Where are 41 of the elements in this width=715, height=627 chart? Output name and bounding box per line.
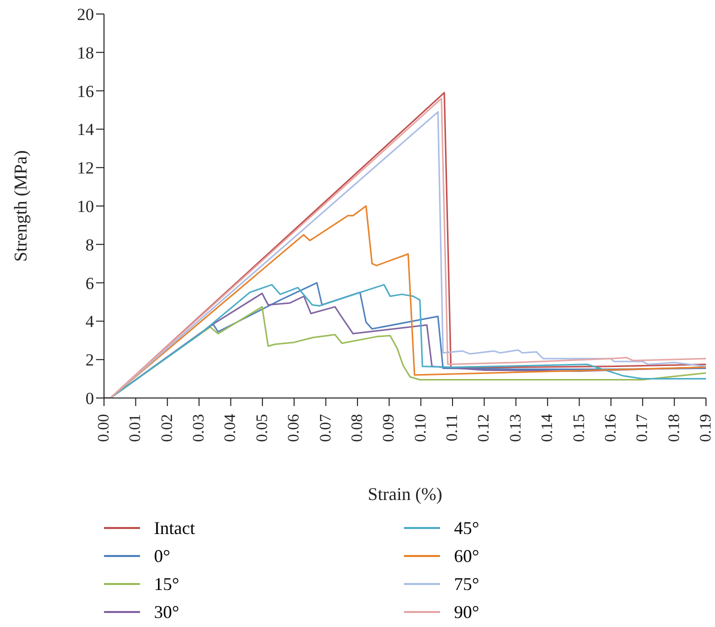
x-tick-label: 0.08: [348, 414, 366, 442]
y-axis-title: Strength (MPa): [10, 150, 30, 262]
y-tick-label: 2: [86, 350, 94, 370]
y-tick-label: 16: [77, 82, 94, 101]
x-tick-label: 0.12: [476, 414, 493, 442]
y-tick-label: 6: [86, 274, 94, 293]
y-tick-label: 14: [77, 120, 94, 140]
legend-label: 0°: [154, 546, 170, 566]
x-tick-label: 0.18: [666, 414, 683, 442]
x-tick-label: 0.14: [539, 414, 556, 442]
legend-label: 90°: [454, 602, 480, 622]
x-tick-label: 0.01: [127, 414, 144, 442]
x-tick-label: 0.02: [158, 414, 176, 442]
legend-label: 75°: [454, 574, 480, 594]
x-tick-label: 0.15: [570, 414, 588, 442]
x-tick-label: 0.11: [444, 414, 462, 442]
x-tick-label: 0.03: [190, 414, 208, 442]
y-tick-label: 4: [86, 312, 94, 332]
y-tick-label: 8: [86, 235, 94, 254]
x-tick-label: 0.07: [317, 414, 334, 442]
y-tick-label: 20: [77, 5, 94, 24]
y-tick-label: 12: [77, 158, 94, 178]
y-tick-label: 0: [86, 389, 94, 408]
x-tick-label: 0.17: [634, 414, 652, 442]
x-tick-label: 0.04: [222, 414, 240, 442]
legend-label: 15°: [154, 574, 180, 594]
x-tick-label: 0.13: [507, 414, 524, 442]
y-tick-label: 10: [77, 197, 94, 216]
x-tick-label: 0.19: [698, 414, 714, 442]
x-tick-label: 0.10: [412, 414, 430, 442]
y-tick-label: 18: [77, 43, 94, 62]
legend-label: Intact: [154, 518, 195, 538]
legend-label: 30°: [154, 602, 180, 622]
x-tick-label: 0.05: [254, 414, 271, 442]
legend-label: 60°: [454, 546, 480, 566]
legend-label: 45°: [454, 518, 480, 538]
x-tick-label: 0.06: [286, 414, 303, 442]
x-tick-label: 0.16: [602, 414, 620, 442]
x-axis-title: Strain (%): [368, 484, 442, 504]
x-tick-label: 0.00: [96, 414, 112, 442]
x-tick-label: 0.09: [380, 414, 398, 442]
